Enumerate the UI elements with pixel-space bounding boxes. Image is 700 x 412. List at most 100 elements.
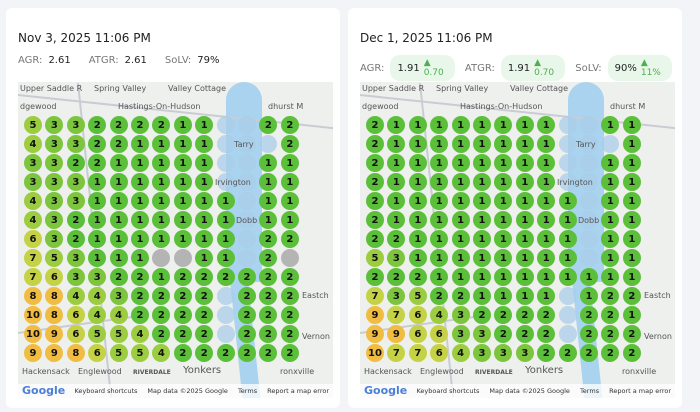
grid-cell-empty[interactable] <box>238 211 256 229</box>
grid-cell-empty[interactable] <box>238 230 256 248</box>
grid-cell-rank[interactable]: 1 <box>109 211 128 229</box>
grid-cell-rank[interactable]: 4 <box>88 306 107 324</box>
grid-cell-rank[interactable]: 1 <box>430 211 449 229</box>
grid-cell-rank[interactable]: 2 <box>580 344 598 362</box>
grid-cell-rank[interactable]: 2 <box>408 268 427 286</box>
grid-cell-rank[interactable]: 1 <box>408 135 427 153</box>
grid-cell-rank[interactable]: 1 <box>195 173 214 191</box>
grid-cell-rank[interactable]: 1 <box>408 192 427 210</box>
grid-cell-rank[interactable]: 2 <box>152 325 171 343</box>
grid-cell-rank[interactable]: 2 <box>216 268 235 286</box>
grid-cell-rank[interactable]: 2 <box>622 344 641 362</box>
grid-cell-rank[interactable]: 1 <box>601 116 620 134</box>
grid-cell-rank[interactable]: 3 <box>451 325 470 343</box>
grid-cell-rank[interactable]: 1 <box>537 268 556 286</box>
grid-cell-rank[interactable]: 3 <box>66 249 85 267</box>
grid-cell-rank[interactable]: 1 <box>280 192 299 210</box>
grid-cell-rank[interactable]: 9 <box>366 306 384 324</box>
grid-cell-rank[interactable]: 2 <box>109 135 128 153</box>
grid-cell-rank[interactable]: 1 <box>259 154 278 172</box>
grid-cell-rank[interactable]: 2 <box>366 154 384 172</box>
grid-cell-rank[interactable]: 1 <box>515 211 534 229</box>
grid-cell-rank[interactable]: 1 <box>173 154 192 172</box>
grid-cell-rank[interactable]: 2 <box>109 268 128 286</box>
grid-cell-rank[interactable]: 5 <box>366 249 384 267</box>
grid-cell-rank[interactable]: 1 <box>451 173 470 191</box>
grid-cell-rank[interactable]: 6 <box>430 344 449 362</box>
grid-cell-rank[interactable]: 2 <box>601 344 620 362</box>
grid-cell-rank[interactable]: 2 <box>580 325 598 343</box>
grid-cell-rank[interactable]: 1 <box>473 173 491 191</box>
grid-cell-rank[interactable]: 1 <box>259 173 278 191</box>
grid-cell-rank[interactable]: 1 <box>494 192 513 210</box>
grid-cell-rank[interactable]: 1 <box>195 230 214 248</box>
grid-cell-empty[interactable] <box>580 249 598 267</box>
grid-cell-rank[interactable]: 1 <box>537 154 556 172</box>
grid-cell-rank[interactable]: 1 <box>494 211 513 229</box>
grid-cell-rank[interactable]: 1 <box>515 154 534 172</box>
grid-cell-rank[interactable]: 2 <box>238 325 256 343</box>
grid-cell-rank[interactable]: 1 <box>601 154 620 172</box>
grid-cell-empty[interactable] <box>580 173 598 191</box>
grid-cell-rank[interactable]: 2 <box>259 249 278 267</box>
grid-cell-rank[interactable]: 1 <box>173 173 192 191</box>
grid-cell-empty[interactable] <box>216 154 235 172</box>
grid-cell-rank[interactable]: 8 <box>66 344 85 362</box>
grid-cell-empty[interactable] <box>580 154 598 172</box>
grid-cell-rank[interactable]: 1 <box>430 173 449 191</box>
grid-cell-rank[interactable]: 2 <box>601 287 620 305</box>
grid-cell-rank[interactable]: 1 <box>152 268 171 286</box>
grid-cell-rank[interactable]: 5 <box>408 287 427 305</box>
grid-cell-rank[interactable]: 2 <box>259 344 278 362</box>
grid-cell-rank[interactable]: 1 <box>473 230 491 248</box>
grid-cell-rank[interactable]: 1 <box>537 192 556 210</box>
grid-cell-rank[interactable]: 1 <box>131 249 149 267</box>
grid-cell-rank[interactable]: 1 <box>408 154 427 172</box>
grid-cell-rank[interactable]: 1 <box>216 211 235 229</box>
grid-cell-rank[interactable]: 1 <box>473 249 491 267</box>
grid-cell-rank[interactable]: 1 <box>451 154 470 172</box>
grid-cell-rank[interactable]: 1 <box>280 173 299 191</box>
report-map-error-link[interactable]: Report a map error <box>267 387 329 395</box>
grid-cell-rank[interactable]: 1 <box>451 230 470 248</box>
grid-cell-rank[interactable]: 2 <box>131 268 149 286</box>
grid-cell-rank[interactable]: 9 <box>387 325 406 343</box>
grid-cell-rank[interactable]: 1 <box>216 192 235 210</box>
grid-cell-rank[interactable]: 2 <box>238 287 256 305</box>
grid-cell-rank[interactable]: 8 <box>24 287 42 305</box>
grid-cell-rank[interactable]: 2 <box>131 116 149 134</box>
grid-cell-rank[interactable]: 1 <box>195 211 214 229</box>
grid-cell-rank[interactable]: 1 <box>430 230 449 248</box>
grid-cell-rank[interactable]: 1 <box>88 173 107 191</box>
grid-cell-rank[interactable]: 1 <box>408 211 427 229</box>
grid-cell-rank[interactable]: 2 <box>238 306 256 324</box>
grid-cell-rank[interactable]: 6 <box>24 230 42 248</box>
grid-cell-rank[interactable]: 2 <box>216 344 235 362</box>
grid-cell-rank[interactable]: 3 <box>24 173 42 191</box>
grid-cell-rank[interactable]: 5 <box>88 325 107 343</box>
grid-cell-rank[interactable]: 1 <box>387 135 406 153</box>
grid-cell-rank[interactable]: 1 <box>173 230 192 248</box>
grid-cell-rank[interactable]: 2 <box>195 287 214 305</box>
keyboard-shortcuts-link[interactable]: Keyboard shortcuts <box>416 387 480 395</box>
grid-cell-rank[interactable]: 1 <box>494 173 513 191</box>
grid-cell-rank[interactable]: 1 <box>131 154 149 172</box>
grid-cell-rank[interactable]: 7 <box>387 344 406 362</box>
grid-cell-rank[interactable]: 1 <box>601 268 620 286</box>
grid-cell-rank[interactable]: 1 <box>152 211 171 229</box>
grid-cell-rank[interactable]: 4 <box>24 211 42 229</box>
grid-cell-empty[interactable] <box>558 154 577 172</box>
grid-cell-rank[interactable]: 2 <box>259 306 278 324</box>
grid-cell-rank[interactable]: 3 <box>66 135 85 153</box>
grid-cell-rank[interactable]: 1 <box>152 154 171 172</box>
grid-cell-rank[interactable]: 1 <box>387 173 406 191</box>
grid-cell-rank[interactable]: 1 <box>387 154 406 172</box>
grid-cell-rank[interactable]: 1 <box>537 211 556 229</box>
grid-cell-rank[interactable]: 6 <box>430 325 449 343</box>
grid-cell-rank[interactable]: 1 <box>173 192 192 210</box>
grid-cell-empty[interactable] <box>216 287 235 305</box>
grid-cell-rank[interactable]: 1 <box>537 287 556 305</box>
grid-cell-rank[interactable]: 1 <box>408 249 427 267</box>
grid-cell-rank[interactable]: 2 <box>473 306 491 324</box>
grid-cell-rank[interactable]: 2 <box>580 306 598 324</box>
